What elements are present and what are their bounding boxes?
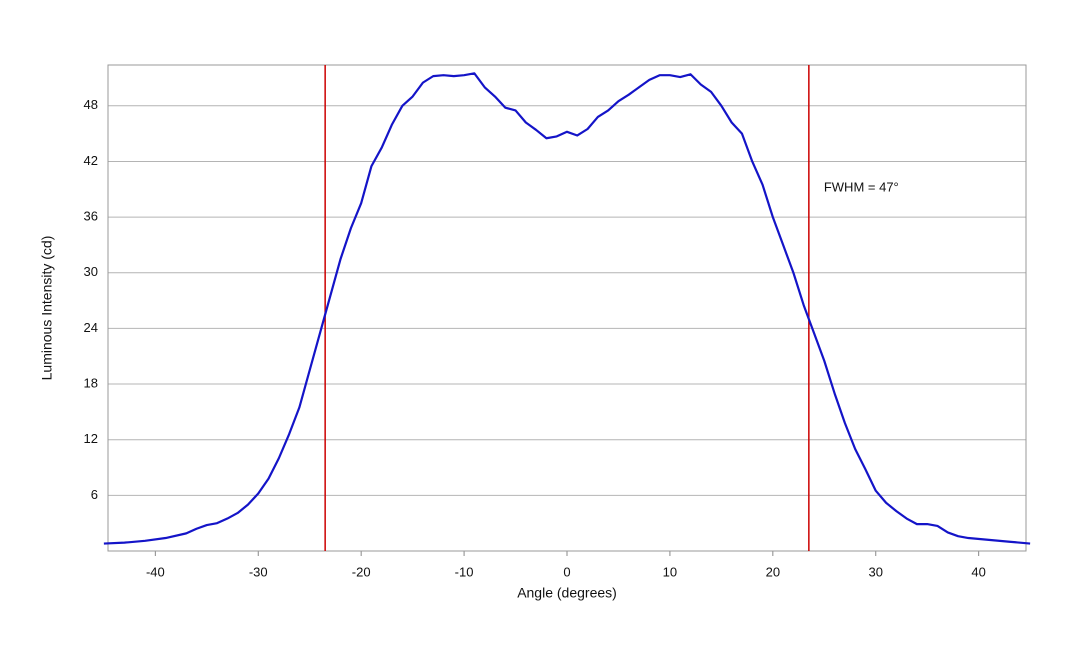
x-tick-label: 40 (971, 564, 985, 579)
y-tick-label: 24 (84, 320, 98, 335)
x-tick-label: -10 (455, 564, 474, 579)
x-tick-label: 10 (663, 564, 677, 579)
x-tick-label: -20 (352, 564, 371, 579)
annotation: FWHM = 47° (824, 179, 899, 194)
plot-frame (107, 64, 1027, 552)
y-tick-label: 48 (84, 97, 98, 112)
x-axis-label: Angle (degrees) (517, 585, 617, 601)
y-axis-label: Luminous Intensity (cd) (39, 236, 55, 381)
y-tick-label: 6 (91, 487, 98, 502)
data-line (103, 72, 1031, 545)
x-tick-label: -40 (146, 564, 165, 579)
y-tick-label: 12 (84, 431, 98, 446)
x-tick-label: 20 (766, 564, 780, 579)
y-tick-label: 18 (84, 375, 98, 390)
y-tick-label: 30 (84, 264, 98, 279)
y-tick-label: 36 (84, 209, 98, 224)
y-tick-label: 42 (84, 153, 98, 168)
x-tick-label: -30 (249, 564, 268, 579)
x-tick-label: 0 (563, 564, 570, 579)
x-tick-label: 30 (869, 564, 883, 579)
